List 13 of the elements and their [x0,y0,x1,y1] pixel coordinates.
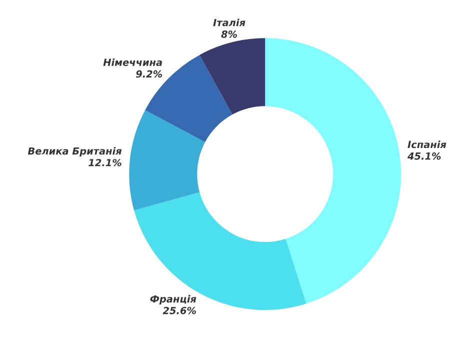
slice-label: Іспанія [408,140,446,148]
slice-label: Італія [213,18,246,26]
slice-label: Німеччина [103,58,162,66]
data-label: 45.1% [408,152,441,160]
donut-slice [265,38,402,304]
data-label: 8% [221,30,237,38]
slice-label: Франція [150,295,196,304]
donut-slice [200,38,266,115]
donut-slice [129,110,206,210]
data-label: 25.6% [162,306,196,314]
slice-label: Велика Британія [28,147,122,157]
data-label: 9.2% [136,70,162,78]
data-label: 12.1% [88,158,122,166]
